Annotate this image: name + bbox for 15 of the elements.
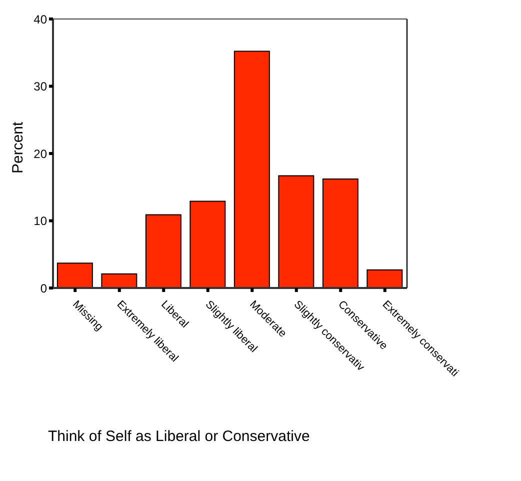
bar [56,262,93,288]
bar [278,175,314,288]
bar [145,214,182,288]
y-tick-label: 0 [40,281,48,296]
y-tick-label: 30 [34,80,48,94]
y-tick-label: 40 [34,12,48,26]
bar [234,50,270,288]
bar [366,269,403,288]
y-tick-label: 10 [34,214,48,228]
bar [322,178,358,288]
y-tick-label: 20 [34,146,48,161]
bar [190,200,226,288]
x-axis-title: Think of Self as Liberal or Conservative [48,428,310,445]
y-axis-title: Percent [9,120,26,174]
bar [101,273,138,288]
